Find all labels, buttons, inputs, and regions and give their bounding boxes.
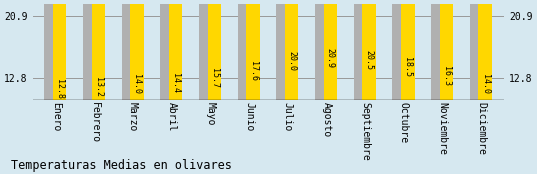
Text: Temperaturas Medias en olivares: Temperaturas Medias en olivares	[11, 159, 231, 172]
Bar	[91, 0, 105, 100]
Bar	[354, 0, 367, 100]
Text: 18.5: 18.5	[403, 57, 412, 77]
Bar	[130, 0, 144, 100]
Bar	[315, 0, 329, 100]
Bar	[431, 0, 445, 100]
Bar	[393, 0, 406, 100]
Text: 17.6: 17.6	[249, 61, 258, 81]
Text: 14.0: 14.0	[481, 74, 490, 94]
Bar	[238, 0, 251, 100]
Bar	[45, 2, 58, 100]
Bar	[246, 0, 260, 100]
Bar	[470, 0, 483, 100]
Text: 20.5: 20.5	[365, 50, 374, 70]
Bar	[53, 2, 67, 100]
Bar	[161, 0, 174, 100]
Bar	[199, 0, 213, 100]
Text: 20.9: 20.9	[326, 48, 335, 68]
Text: 15.7: 15.7	[210, 68, 219, 88]
Bar	[440, 0, 453, 100]
Text: 16.3: 16.3	[442, 66, 451, 86]
Bar	[83, 0, 97, 100]
Text: 12.8: 12.8	[55, 79, 64, 99]
Text: 20.0: 20.0	[287, 52, 296, 72]
Bar	[169, 0, 183, 100]
Text: 14.0: 14.0	[133, 74, 141, 94]
Bar	[478, 0, 492, 100]
Bar	[401, 0, 415, 100]
Bar	[277, 0, 290, 100]
Bar	[324, 0, 337, 100]
Bar	[122, 0, 135, 100]
Bar	[285, 0, 299, 100]
Bar	[208, 0, 221, 100]
Text: 14.4: 14.4	[171, 73, 180, 93]
Text: 13.2: 13.2	[94, 77, 103, 97]
Bar	[362, 0, 376, 100]
